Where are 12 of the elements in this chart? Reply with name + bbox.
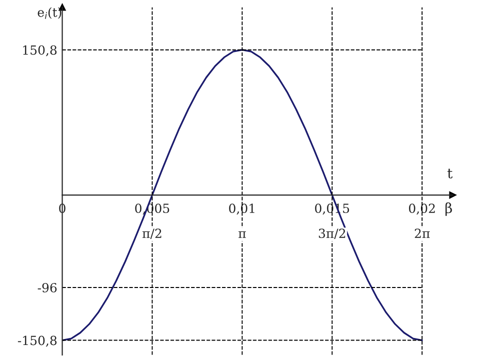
- x2-tick-label: 2π: [414, 228, 430, 238]
- y-tick-label: -150,8: [18, 336, 57, 347]
- x-tick-label: 0,02: [408, 204, 435, 215]
- x2-axis-title: β: [446, 202, 452, 216]
- x-axis-title: t: [447, 168, 453, 178]
- y-axis-title: e$_{i}$(t): [38, 7, 62, 19]
- x2-tick-label: π: [238, 231, 246, 238]
- y-tick-label: -96: [38, 282, 57, 292]
- y-tick-label: 150,8: [23, 45, 57, 56]
- x2-tick-label: π/2: [142, 228, 162, 240]
- x-tick-label: 0,01: [229, 204, 254, 215]
- x2-tick-label: 3π/2: [318, 228, 346, 240]
